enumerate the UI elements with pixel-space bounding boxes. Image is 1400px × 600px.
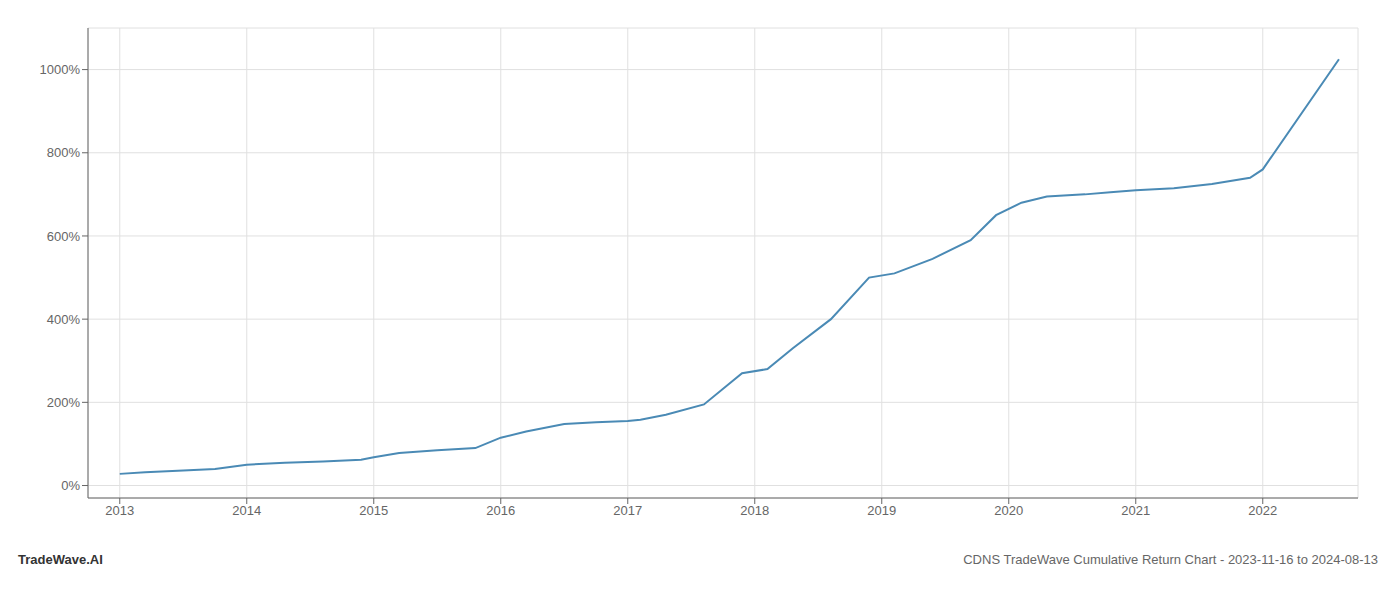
svg-text:800%: 800% bbox=[47, 145, 81, 160]
svg-text:2013: 2013 bbox=[105, 503, 134, 518]
svg-text:0%: 0% bbox=[61, 478, 80, 493]
svg-text:2018: 2018 bbox=[740, 503, 769, 518]
svg-text:2014: 2014 bbox=[232, 503, 261, 518]
svg-text:2016: 2016 bbox=[486, 503, 515, 518]
svg-text:2017: 2017 bbox=[613, 503, 642, 518]
svg-text:400%: 400% bbox=[47, 312, 81, 327]
html-text:CDNS TradeWave Cumulative Retu: CDNS TradeWave Cumulative Return Chart -… bbox=[963, 552, 1378, 567]
svg-text:2022: 2022 bbox=[1248, 503, 1277, 518]
svg-text:600%: 600% bbox=[47, 229, 81, 244]
svg-text:2020: 2020 bbox=[994, 503, 1023, 518]
svg-text:200%: 200% bbox=[47, 395, 81, 410]
svg-text:2015: 2015 bbox=[359, 503, 388, 518]
svg-text:1000%: 1000% bbox=[40, 62, 81, 77]
html-text:TradeWave.AI: TradeWave.AI bbox=[18, 552, 103, 567]
svg-text:2021: 2021 bbox=[1121, 503, 1150, 518]
svg-text:2019: 2019 bbox=[867, 503, 896, 518]
